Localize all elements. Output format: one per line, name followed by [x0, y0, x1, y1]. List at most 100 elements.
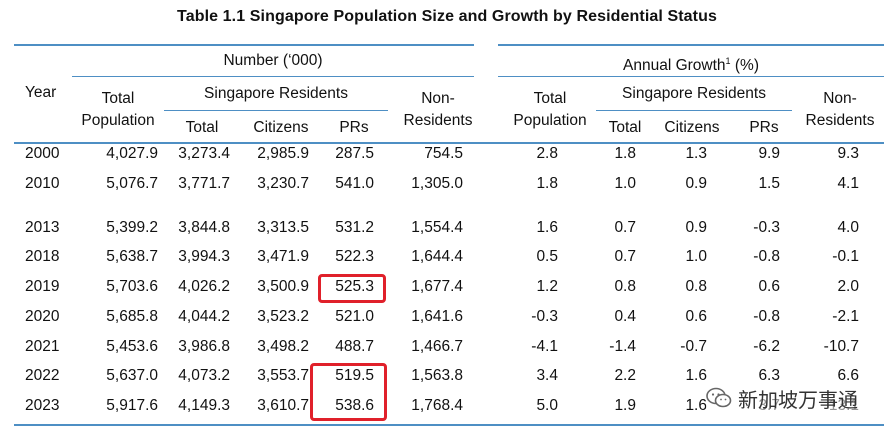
prs-cell: 538.6	[335, 397, 374, 414]
non-residents-cell: 1,563.8	[411, 367, 463, 384]
total-population-cell: 5,638.7	[106, 248, 158, 265]
prs-cell: 521.0	[335, 308, 374, 325]
non-residents-cell: 754.5	[424, 145, 463, 162]
growth-group-label: Annual Growth	[623, 57, 726, 75]
total-population-cell: 5,453.6	[106, 338, 158, 355]
citizens-cell: 3,313.5	[257, 219, 309, 236]
total-population-cell: 5,917.6	[106, 397, 158, 414]
residents-rule-right	[596, 110, 792, 111]
growth-citizens-cell: 0.6	[685, 308, 707, 325]
table-bottom-rule	[14, 424, 884, 426]
citizens-cell: 2,985.9	[257, 145, 309, 162]
growth-group-header: Annual Growth1 (%)	[498, 50, 884, 77]
growth-citizens-cell: 1.3	[685, 145, 707, 162]
growth-total-population-line1: Total	[533, 90, 567, 107]
highlight-2019-prs	[318, 274, 386, 303]
growth-group-rule	[498, 76, 884, 77]
citizens-cell: 3,471.9	[257, 248, 309, 265]
top-rule-left	[14, 44, 474, 46]
growth-total-population-cell: -4.1	[531, 338, 558, 355]
watermark: 新加坡万事通	[706, 380, 894, 416]
non-residents-cell: 1,554.4	[411, 219, 463, 236]
residents-total-cell: 4,026.2	[178, 278, 230, 295]
growth-non-residents-cell: -10.7	[823, 338, 859, 355]
total-population-cell: 5,076.7	[106, 175, 158, 192]
growth-total-population-cell: 0.5	[536, 248, 558, 265]
year-cell: 2023	[25, 397, 60, 414]
residents-total-cell: 4,044.2	[178, 308, 230, 325]
growth-total-cell: 1.8	[614, 145, 636, 162]
year-cell: 2019	[25, 278, 60, 295]
year-cell: 2000	[25, 145, 60, 162]
growth-singapore-residents-header: Singapore Residents	[622, 85, 766, 102]
wechat-icon	[706, 387, 732, 408]
citizens-cell: 3,230.7	[257, 175, 309, 192]
prs-cell: 541.0	[335, 175, 374, 192]
growth-non-residents-cell: -0.1	[832, 248, 859, 265]
growth-non-residents-cell: -2.1	[832, 308, 859, 325]
growth-total-cell: 1.9	[614, 397, 636, 414]
residents-total-cell: 4,149.3	[178, 397, 230, 414]
total-population-cell: 5,703.6	[106, 278, 158, 295]
residents-total-cell: 3,273.4	[178, 145, 230, 162]
total-population-cell: 4,027.9	[106, 145, 158, 162]
growth-prs-cell: -0.8	[753, 308, 780, 325]
non-residents-header-line2: Residents	[403, 112, 473, 129]
growth-non-residents-line2: Residents	[805, 112, 875, 129]
citizens-cell: 3,498.2	[257, 338, 309, 355]
growth-prs-cell: 1.5	[758, 175, 780, 192]
non-residents-cell: 1,768.4	[411, 397, 463, 414]
prs-header: PRs	[339, 119, 369, 136]
residents-total-header: Total	[185, 119, 219, 136]
growth-group-unit: (%)	[730, 57, 759, 75]
prs-cell: 522.3	[335, 248, 374, 265]
citizens-cell: 3,523.2	[257, 308, 309, 325]
total-population-header: Total Population	[72, 88, 164, 132]
growth-non-residents-cell: 4.1	[837, 175, 859, 192]
growth-prs-cell: -6.2	[753, 338, 780, 355]
growth-total-cell: 2.2	[614, 367, 636, 384]
year-cell: 2018	[25, 248, 60, 265]
growth-total-population-line2: Population	[513, 112, 587, 129]
non-residents-cell: 1,305.0	[411, 175, 463, 192]
citizens-cell: 3,553.7	[257, 367, 309, 384]
citizens-cell: 3,610.7	[257, 397, 309, 414]
non-residents-cell: 1,641.6	[411, 308, 463, 325]
growth-citizens-cell: 0.8	[685, 278, 707, 295]
year-cell: 2022	[25, 367, 60, 384]
residents-total-cell: 3,994.3	[178, 248, 230, 265]
prs-cell: 488.7	[335, 338, 374, 355]
growth-total-population-cell: 2.8	[536, 145, 558, 162]
growth-total-cell: 0.8	[614, 278, 636, 295]
residents-total-cell: 3,771.7	[178, 175, 230, 192]
prs-cell: 525.3	[335, 278, 374, 295]
growth-citizens-header: Citizens	[664, 119, 720, 136]
growth-prs-cell: -0.3	[753, 219, 780, 236]
prs-cell: 519.5	[335, 367, 374, 384]
total-population-header-line1: Total	[101, 90, 135, 107]
citizens-header: Citizens	[253, 119, 309, 136]
growth-citizens-cell: 0.9	[685, 219, 707, 236]
footnote-marker: 1	[725, 56, 731, 66]
non-residents-cell: 1,466.7	[411, 338, 463, 355]
highlight-2022-2023-prs	[310, 363, 387, 421]
non-residents-cell: 1,644.4	[411, 248, 463, 265]
growth-total-header: Total	[608, 119, 642, 136]
year-cell: 2010	[25, 175, 60, 192]
prs-cell: 531.2	[335, 219, 374, 236]
growth-total-cell: 0.4	[614, 308, 636, 325]
growth-total-population-cell: 1.2	[536, 278, 558, 295]
residents-total-cell: 4,073.2	[178, 367, 230, 384]
growth-prs-cell: 0.6	[758, 278, 780, 295]
growth-prs-cell: 9.9	[758, 145, 780, 162]
year-cell: 2021	[25, 338, 60, 355]
non-residents-header-line1: Non-	[421, 90, 455, 107]
growth-total-cell: 0.7	[614, 219, 636, 236]
non-residents-cell: 1,677.4	[411, 278, 463, 295]
total-population-cell: 5,685.8	[106, 308, 158, 325]
growth-citizens-cell: -0.7	[680, 338, 707, 355]
growth-total-cell: -1.4	[609, 338, 636, 355]
growth-citizens-cell: 1.6	[685, 367, 707, 384]
table-title: Table 1.1 Singapore Population Size and …	[177, 8, 717, 25]
growth-non-residents-line1: Non-	[823, 90, 857, 107]
